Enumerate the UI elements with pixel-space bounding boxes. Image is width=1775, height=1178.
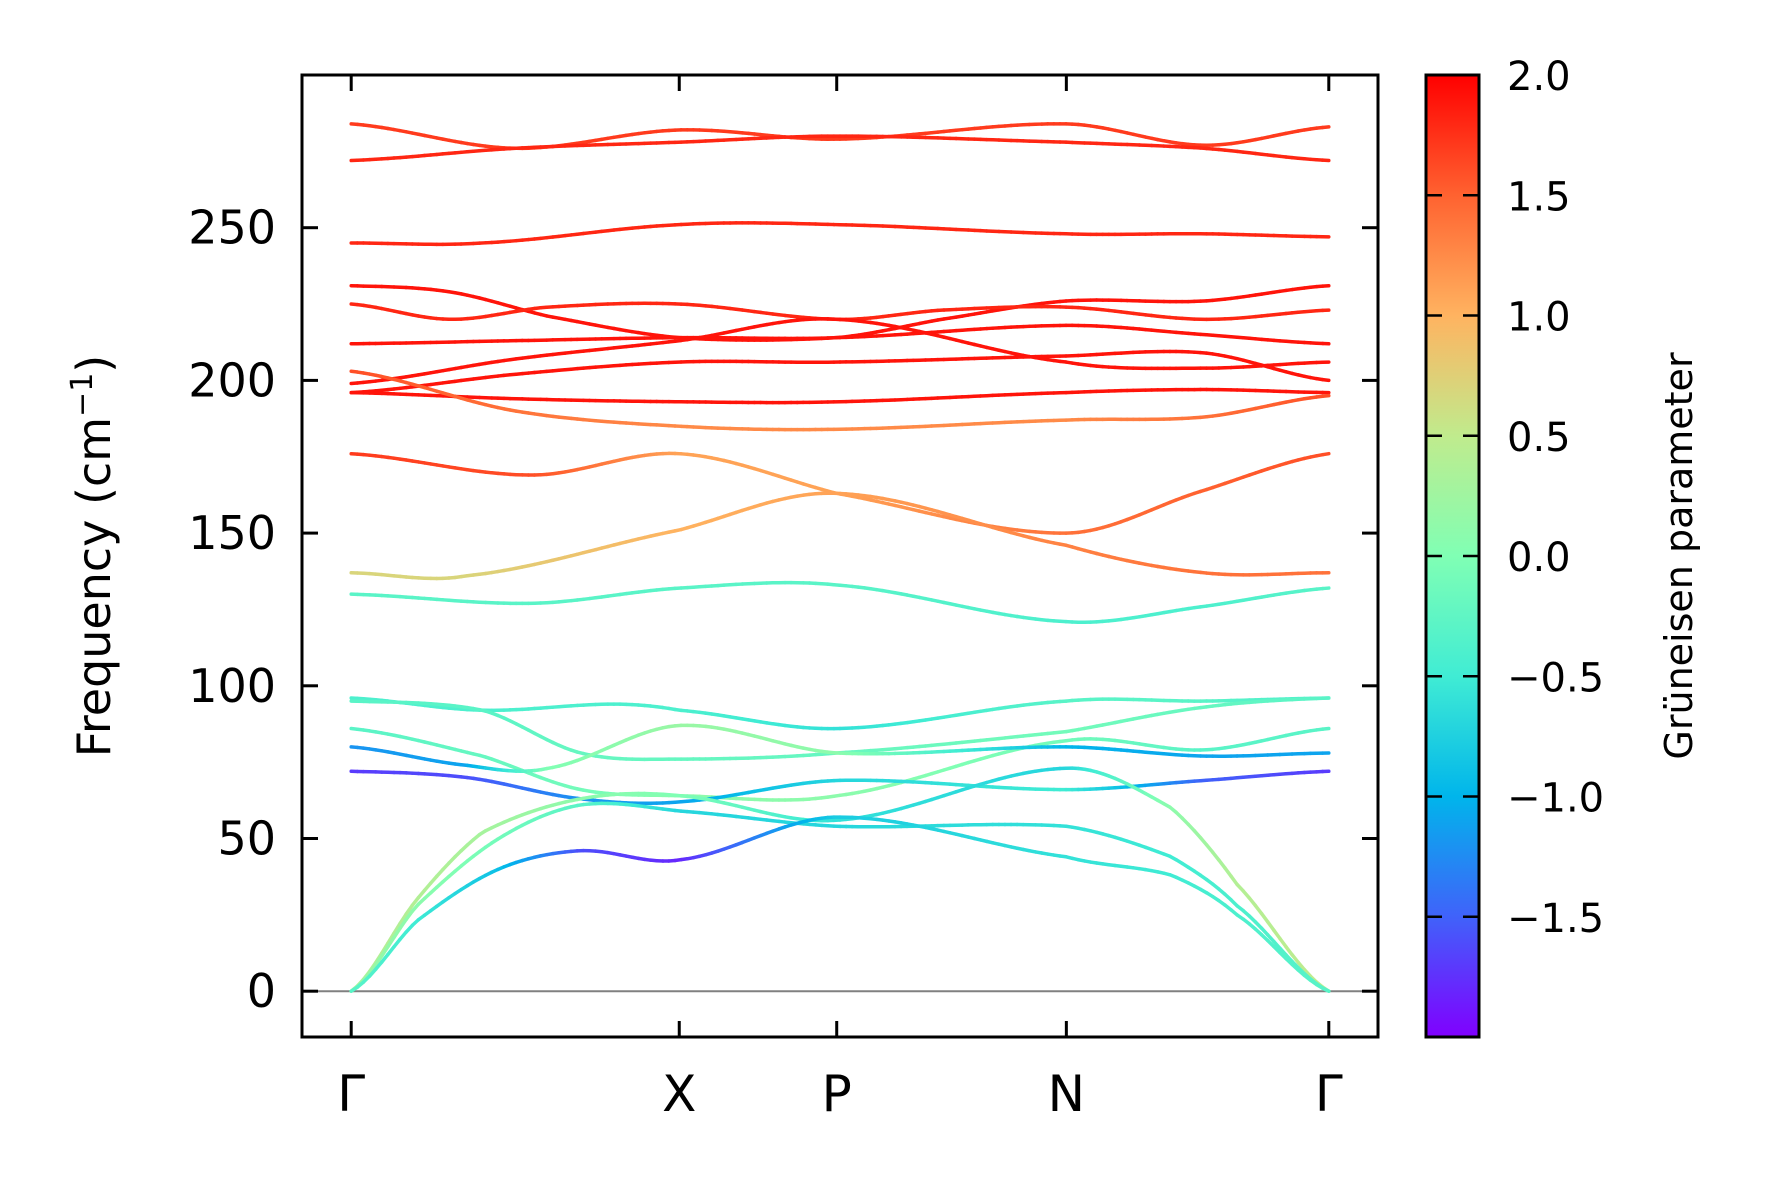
band-segment (1320, 393, 1331, 399)
colorbar-tick-label: 1.0 (1507, 295, 1571, 341)
band-segment (404, 903, 415, 916)
x-tick-label: N (1048, 1065, 1085, 1123)
band-21 (349, 815, 1331, 993)
band-9 (349, 387, 1331, 405)
band-segment (398, 917, 408, 931)
colorbar-tick-label: −1.0 (1507, 776, 1604, 822)
band-13 (349, 580, 1331, 625)
band-16 (349, 726, 1331, 802)
colorbar-tick-label: 0.0 (1507, 535, 1571, 581)
band-segment (1320, 726, 1331, 731)
y-axis-label: Frequency (cm−1) (65, 355, 121, 758)
colorbar-tick-label: −1.5 (1507, 896, 1604, 942)
band-14 (349, 696, 1331, 731)
band-20 (349, 801, 1331, 993)
y-tick-label: 100 (188, 659, 276, 713)
colorbar-tick-label: 0.5 (1507, 415, 1571, 461)
band-18 (349, 769, 1331, 806)
colorbar-label: Grüneisen parameter (1657, 352, 1701, 760)
band-17 (349, 723, 1331, 773)
band-segment (392, 921, 402, 936)
colorbar-tick-label: 2.0 (1507, 54, 1571, 100)
y-tick-label: 250 (188, 201, 276, 255)
band-segment (1320, 451, 1331, 457)
band-segment (386, 935, 396, 949)
band-segment (1320, 377, 1331, 383)
y-tick-label: 0 (247, 964, 276, 1018)
band-segment (398, 912, 408, 926)
band-7 (349, 317, 1331, 386)
band-segment (380, 945, 390, 958)
y-tick-label: 200 (188, 353, 276, 407)
y-tick-label: 50 (217, 811, 276, 865)
band-lines (349, 122, 1331, 993)
colorbar-ticks: 2.0 1.5 1.0 0.5 0.0 −0.5 −1.0 −1.5 (1426, 54, 1604, 942)
band-12 (349, 491, 1331, 581)
band-6 (349, 323, 1331, 346)
band-2 (349, 134, 1331, 163)
x-tick-label: P (822, 1065, 852, 1123)
band-8 (349, 349, 1331, 395)
colorbar-tick-label: −0.5 (1507, 655, 1604, 701)
plot-frame (300, 73, 1380, 1039)
band-10 (349, 369, 1331, 432)
band-5 (349, 301, 1331, 322)
band-segment (373, 954, 384, 967)
band-segment (386, 931, 396, 946)
x-tick-label: X (662, 1065, 696, 1123)
band-15 (349, 696, 1331, 762)
y-tick-label: 150 (188, 506, 276, 560)
y-ticks: 0 50 100 150 200 250 (188, 201, 1378, 1018)
band-segment (392, 926, 402, 940)
band-segment (1320, 986, 1331, 993)
band-3 (349, 221, 1331, 247)
colorbar-tick-label: 1.5 (1507, 174, 1571, 220)
x-tick-label: Γ (1315, 1065, 1343, 1123)
band-segment (1320, 125, 1331, 130)
x-tick-label: Γ (337, 1065, 365, 1123)
